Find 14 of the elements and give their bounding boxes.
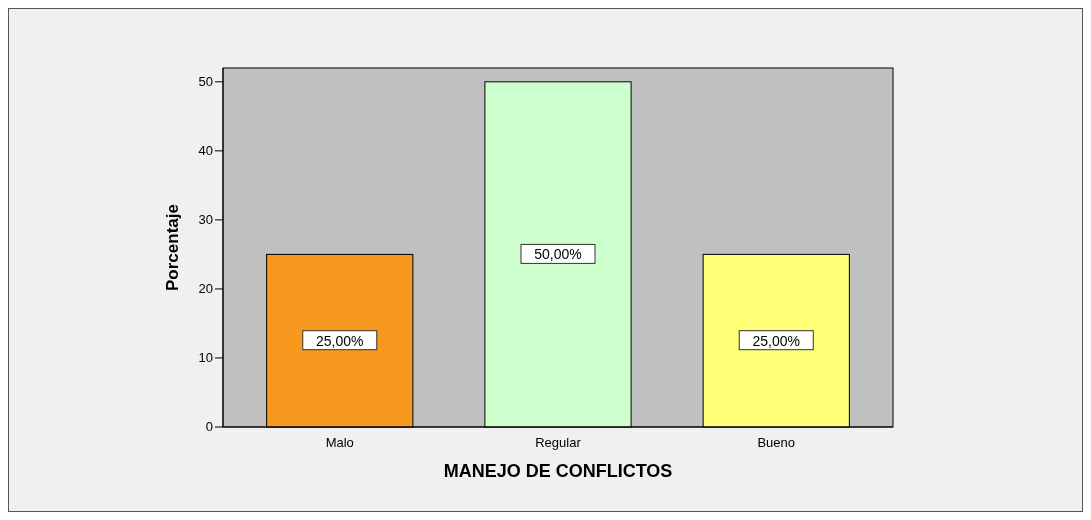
y-tick-label: 20 [198, 280, 213, 296]
y-tick-label: 10 [198, 349, 213, 365]
y-axis-title: Porcentaje [163, 204, 182, 291]
y-tick-label: 50 [198, 73, 213, 89]
data-label: 25,00% [752, 332, 800, 349]
y-tick-label: 30 [198, 211, 213, 227]
x-tick-label: Malo [325, 435, 354, 450]
y-tick-label: 0 [205, 419, 213, 434]
y-tick-label: 40 [198, 142, 213, 158]
x-tick-label: Bueno [757, 435, 796, 450]
x-tick-label: Regular [535, 435, 582, 450]
x-axis-title: MANEJO DE CONFLICTOS [443, 461, 673, 481]
data-label: 50,00% [534, 246, 582, 263]
data-label: 25,00% [316, 332, 364, 349]
